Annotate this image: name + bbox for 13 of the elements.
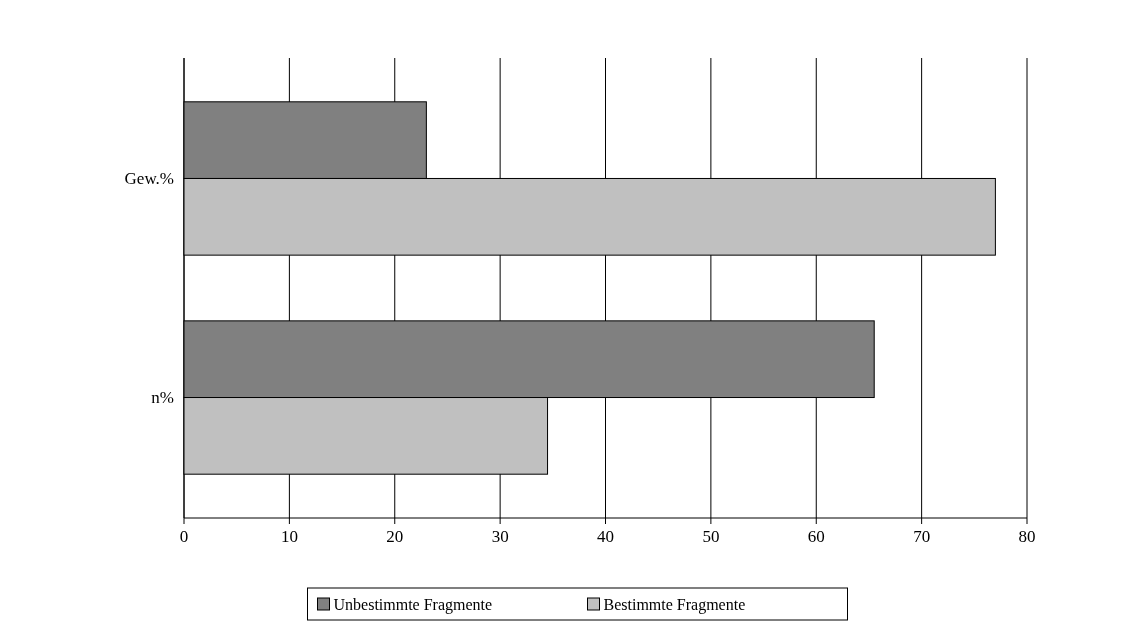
legend-label: Unbestimmte Fragmente (333, 595, 493, 614)
x-tick-label: 50 (702, 527, 720, 546)
y-tick-label: Gew.% (124, 169, 174, 189)
legend-label: Bestimmte Fragmente (603, 595, 746, 614)
x-tick-label: 60 (807, 527, 825, 546)
y-tick-label: n% (151, 388, 174, 408)
x-tick-label: 0 (179, 527, 189, 546)
x-tick-label: 20 (386, 527, 404, 546)
x-tick-label: 80 (1018, 527, 1036, 546)
x-tick-label: 30 (491, 527, 509, 546)
x-tick-label: 10 (280, 527, 298, 546)
x-tick-label: 70 (913, 527, 931, 546)
x-tick-label: 40 (597, 527, 614, 546)
